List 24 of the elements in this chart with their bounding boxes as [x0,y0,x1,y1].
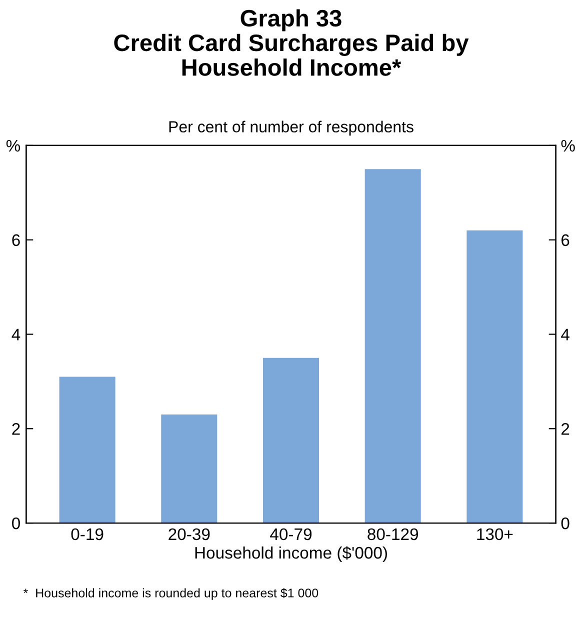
bar [364,169,421,524]
bar [161,414,218,524]
y2-tick-label: 6 [562,234,570,246]
y2-tick-label: 4 [561,328,570,340]
x-tick-label: 40-79 [270,528,312,540]
text: * Household income is rounded up to nearest $1 000 [23,588,318,600]
y-tick-label: 0 [12,517,20,530]
x-tick-label: 130+ [477,528,513,540]
x-axis-title: Household income ($'000) [195,546,387,562]
y2-tick-label: 2 [562,423,570,435]
chart-subtitle: Per cent of number of respondents [169,120,414,136]
y-tick-label: 2 [12,423,20,435]
y2-tick-label: 0 [561,517,570,530]
chart-title: Graph 33 Credit Card Surcharges Paid by Household Income* [114,9,469,76]
y-tick-label: 6 [12,234,20,246]
x-tick-label: 0-19 [71,528,104,540]
y2-tick-label: % [561,140,575,152]
bar [262,358,320,524]
bar [466,230,523,524]
bar [59,376,116,524]
x-tick-label: 80-129 [368,528,418,540]
y-tick-label: % [6,140,20,152]
x-tick-label: 20-39 [168,528,210,540]
y-tick-label: 4 [12,328,20,340]
